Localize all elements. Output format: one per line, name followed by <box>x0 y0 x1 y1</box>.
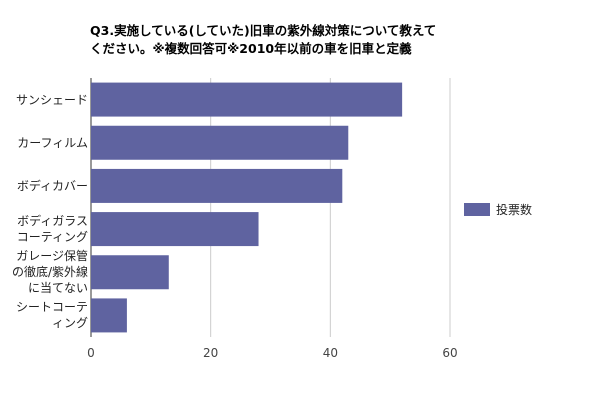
x-tick-label: 20 <box>203 346 218 360</box>
category-label: ボディガラス コーティング <box>2 213 88 245</box>
category-label-line: ボディガラス <box>17 214 88 229</box>
bar <box>91 125 349 160</box>
bar <box>91 82 403 117</box>
legend-label: 投票数 <box>496 203 533 217</box>
category-label: ガレージ保管 の徹底/紫外線 に当てない <box>2 248 88 296</box>
category-label-line: シートコーテ <box>15 300 88 315</box>
category-label-line: ガレージ保管 <box>16 249 88 264</box>
bar <box>91 298 127 333</box>
category-label-line: ボディカバー <box>16 178 88 193</box>
x-tick-label: 0 <box>87 346 95 360</box>
category-label-line: の徹底/紫外線 <box>11 265 88 280</box>
category-label-line: コーティング <box>16 230 88 245</box>
chart-title: Q3.実施している(していた)旧車の紫外線対策について教えて ください。※複数回… <box>90 22 470 58</box>
category-label-line: カーフィルム <box>17 135 88 150</box>
legend: 投票数 <box>464 201 532 218</box>
category-label: シートコーテ ィング <box>2 299 88 331</box>
x-tick-label: 60 <box>442 346 457 360</box>
category-label: ボディカバー <box>2 178 88 194</box>
x-tick-label: 40 <box>323 346 338 360</box>
category-label-line: サンシェード <box>15 92 88 107</box>
category-label: カーフィルム <box>2 135 88 151</box>
legend-swatch <box>464 203 490 216</box>
chart-title-line-1: Q3.実施している(していた)旧車の紫外線対策について教えて <box>90 23 437 38</box>
category-label-line: ィング <box>51 316 88 331</box>
bar <box>91 255 169 290</box>
category-label-line: に当てない <box>27 281 88 296</box>
bar <box>91 212 259 247</box>
bar <box>91 168 343 203</box>
chart-title-line-2: ください。※複数回答可※2010年以前の車を旧車と定義 <box>90 41 412 56</box>
category-label: サンシェード <box>2 92 88 108</box>
